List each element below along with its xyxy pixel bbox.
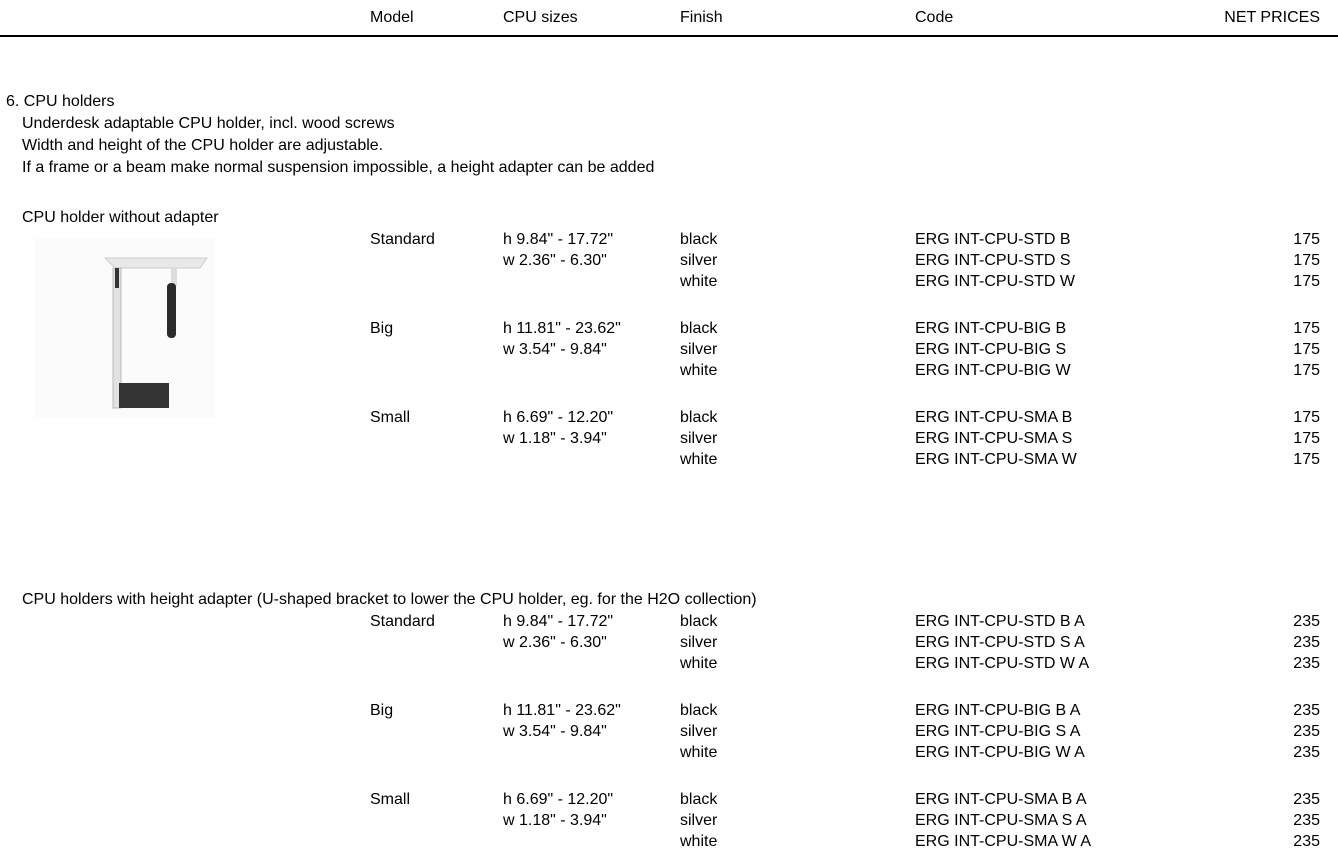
finish: silver — [680, 812, 718, 829]
product-code: ERG INT-CPU-SMA B A — [915, 791, 1087, 808]
net-price: 235 — [1293, 613, 1320, 630]
product-code: ERG INT-CPU-BIG W — [915, 362, 1071, 379]
product-code: ERG INT-CPU-BIG S A — [915, 723, 1081, 740]
net-price: 175 — [1293, 362, 1320, 379]
net-price: 175 — [1293, 451, 1320, 468]
product-code: ERG INT-CPU-STD S — [915, 252, 1071, 269]
group-title: CPU holders with height adapter (U-shape… — [22, 591, 757, 608]
model-name: Small — [370, 791, 411, 808]
net-price: 235 — [1293, 702, 1320, 719]
net-price: 235 — [1293, 655, 1320, 672]
net-price: 175 — [1293, 341, 1320, 358]
finish: black — [680, 702, 718, 719]
net-price: 175 — [1293, 320, 1320, 337]
finish: black — [680, 613, 718, 630]
net-price: 175 — [1293, 273, 1320, 290]
product-code: ERG INT-CPU-STD W — [915, 273, 1075, 290]
finish: white — [680, 833, 718, 850]
column-header: Finish — [680, 9, 723, 26]
finish: silver — [680, 341, 718, 358]
product-code: ERG INT-CPU-STD W A — [915, 655, 1090, 672]
finish: white — [680, 744, 718, 761]
finish: black — [680, 320, 718, 337]
net-price: 235 — [1293, 812, 1320, 829]
cpu-size: h 9.84" - 17.72" — [503, 613, 614, 630]
cpu-size: h 6.69" - 12.20" — [503, 791, 614, 808]
cpu-size: w 3.54" - 9.84" — [503, 341, 607, 358]
net-price: 235 — [1293, 791, 1320, 808]
product-code: ERG INT-CPU-BIG W A — [915, 744, 1085, 761]
cpu-size: h 11.81" - 23.62" — [503, 702, 621, 719]
header-rule — [0, 35, 1338, 37]
column-header: CPU sizes — [503, 9, 578, 26]
model-name: Small — [370, 409, 411, 426]
cpu-size: w 1.18" - 3.94" — [503, 430, 607, 447]
model-name: Big — [370, 320, 394, 337]
product-code: ERG INT-CPU-STD B — [915, 231, 1071, 248]
finish: white — [680, 655, 718, 672]
model-name: Standard — [370, 231, 435, 248]
net-price: 235 — [1293, 744, 1320, 761]
net-price: 235 — [1293, 634, 1320, 651]
description-line: If a frame or a beam make normal suspens… — [22, 159, 655, 176]
finish: black — [680, 231, 718, 248]
product-code: ERG INT-CPU-SMA S — [915, 430, 1073, 447]
cpu-size: w 3.54" - 9.84" — [503, 723, 607, 740]
finish: white — [680, 273, 718, 290]
net-price: 175 — [1293, 252, 1320, 269]
product-code: ERG INT-CPU-SMA W — [915, 451, 1077, 468]
net-price: 175 — [1293, 409, 1320, 426]
finish: silver — [680, 430, 718, 447]
finish: white — [680, 362, 718, 379]
product-code: ERG INT-CPU-SMA S A — [915, 812, 1087, 829]
finish: silver — [680, 252, 718, 269]
cpu-size: w 2.36" - 6.30" — [503, 252, 607, 269]
description-line: Width and height of the CPU holder are a… — [22, 137, 384, 154]
column-header: Model — [370, 9, 414, 26]
net-price: 235 — [1293, 723, 1320, 740]
finish: silver — [680, 723, 718, 740]
net-price: 175 — [1293, 231, 1320, 248]
product-code: ERG INT-CPU-SMA W A — [915, 833, 1092, 850]
model-name: Big — [370, 702, 394, 719]
section-title: 6. CPU holders — [6, 93, 115, 110]
column-header: Code — [915, 9, 954, 26]
finish: white — [680, 451, 718, 468]
cpu-size: w 1.18" - 3.94" — [503, 812, 607, 829]
cpu-size: h 11.81" - 23.62" — [503, 320, 621, 337]
model-name: Standard — [370, 613, 435, 630]
net-price: 235 — [1293, 833, 1320, 850]
finish: silver — [680, 634, 718, 651]
net-price: 175 — [1293, 430, 1320, 447]
description-line: Underdesk adaptable CPU holder, incl. wo… — [22, 115, 395, 132]
column-header: NET PRICES — [1224, 9, 1320, 26]
cpu-size: h 6.69" - 12.20" — [503, 409, 614, 426]
product-code: ERG INT-CPU-BIG S — [915, 341, 1067, 358]
group-title: CPU holder without adapter — [22, 209, 219, 226]
finish: black — [680, 791, 718, 808]
finish: black — [680, 409, 718, 426]
cpu-size: h 9.84" - 17.72" — [503, 231, 614, 248]
cpu-size: w 2.36" - 6.30" — [503, 634, 607, 651]
product-code: ERG INT-CPU-BIG B A — [915, 702, 1081, 719]
product-code: ERG INT-CPU-STD B A — [915, 613, 1085, 630]
product-image — [35, 238, 215, 418]
product-code: ERG INT-CPU-STD S A — [915, 634, 1085, 651]
product-code: ERG INT-CPU-SMA B — [915, 409, 1073, 426]
product-code: ERG INT-CPU-BIG B — [915, 320, 1067, 337]
